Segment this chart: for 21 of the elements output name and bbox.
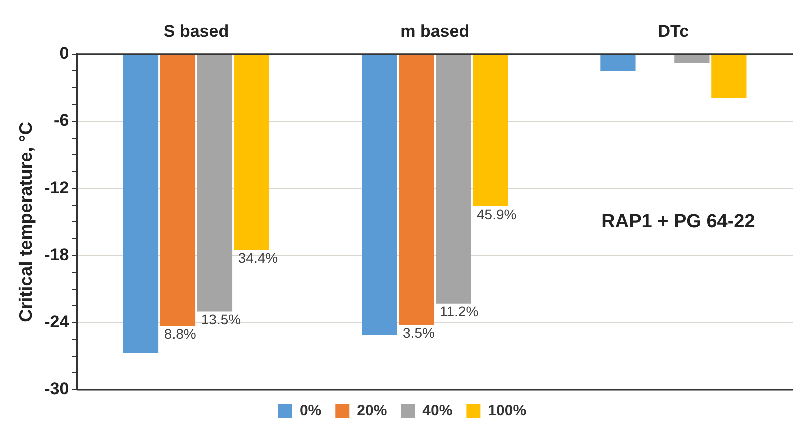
y-axis-title: Critical temperature, °C [16,122,36,322]
annotation: 11.2% [440,304,479,320]
x-tick-label: m based [400,22,470,41]
y-tick-label: 0 [60,44,70,64]
y-tick-label: -6 [54,111,70,130]
legend-label: 0% [300,402,322,420]
y-tick-label: -30 [44,380,70,399]
annotation: RAP1 + PG 64-22 [602,211,756,232]
annotation: 45.9% [476,206,517,222]
legend-label: 40% [422,402,453,420]
annotation: 3.5% [403,324,435,341]
y-tick-label: -18 [44,245,70,264]
annotation: 8.8% [164,326,196,342]
x-tick-label: S based [164,22,230,41]
x-tick-label: DTc [658,22,690,41]
y-tick-label: -12 [44,178,70,198]
y-tick-label: -24 [44,312,70,332]
annotation: 13.5% [201,312,242,328]
legend-label: 100% [488,402,527,420]
annotation: 34.4% [238,250,278,266]
legend-label: 20% [357,402,388,420]
